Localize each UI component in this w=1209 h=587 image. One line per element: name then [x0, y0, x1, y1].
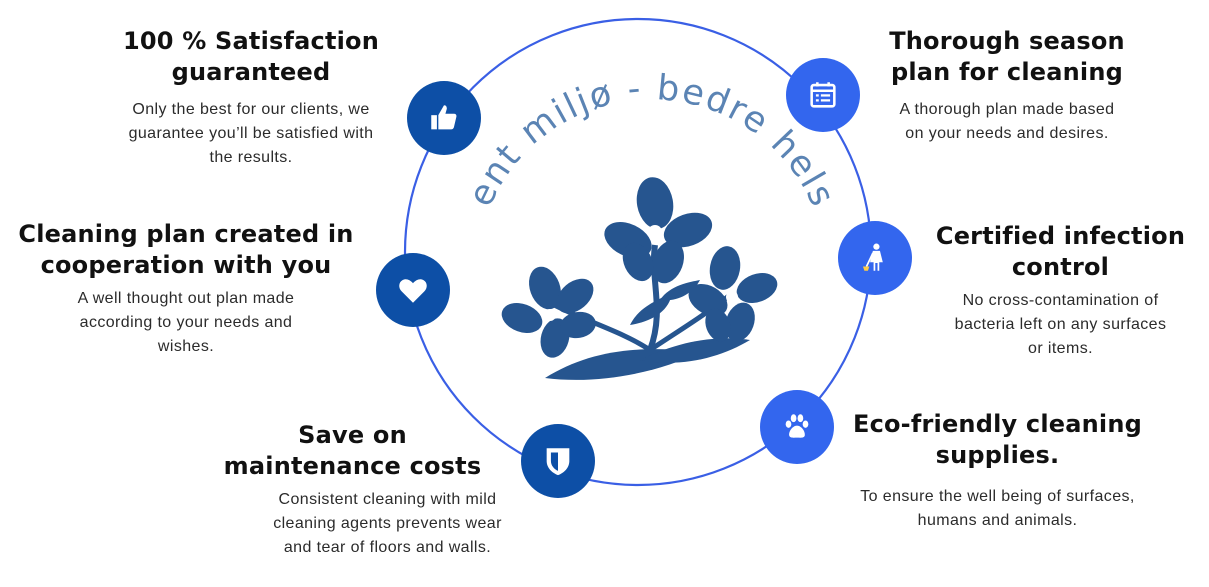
feature-maintenance: Save on maintenance costs Consistent cle…	[190, 420, 515, 560]
feature-description: Only the best for our clients, we guaran…	[128, 101, 374, 166]
feature-season-plan: Thorough season plan for cleaning A thor…	[862, 26, 1152, 146]
calendar-icon-badge	[786, 58, 860, 132]
thumbs-up-icon-badge	[407, 81, 481, 155]
cleaning-person-icon-badge	[838, 221, 912, 295]
feature-title: Thorough season plan for cleaning	[889, 27, 1125, 86]
feature-title: Certified infection control	[935, 222, 1186, 281]
calendar-icon	[810, 82, 836, 108]
feature-description: A well thought out plan made according t…	[77, 290, 295, 355]
feature-description: To ensure the well being of surfaces, hu…	[860, 488, 1135, 529]
feature-infection-control: Certified infection control No cross-con…	[918, 221, 1203, 361]
feature-cooperation: Cleaning plan created in cooperation wit…	[5, 219, 367, 359]
feature-eco-friendly: Eco-friendly cleaning supplies. To ensur…	[830, 409, 1165, 533]
feature-description: Consistent cleaning with mild cleaning a…	[273, 491, 502, 556]
heart-icon	[399, 279, 427, 303]
feature-description: No cross-contamination of bacteria left …	[954, 292, 1167, 357]
paw-icon	[785, 414, 809, 438]
feature-title: Save on maintenance costs	[223, 421, 482, 480]
flower-logo	[501, 177, 778, 380]
cleaning-person-icon	[862, 243, 883, 271]
shield-icon	[546, 448, 570, 476]
feature-description: A thorough plan made based on your needs…	[899, 101, 1115, 142]
feature-title: Eco-friendly cleaning supplies.	[852, 410, 1143, 469]
shield-icon-badge	[521, 424, 595, 498]
thumbs-up-icon	[431, 105, 457, 130]
feature-satisfaction: 100 % Satisfaction guaranteed Only the b…	[92, 26, 410, 170]
paw-icon-badge	[760, 390, 834, 464]
heart-icon-badge	[376, 253, 450, 327]
feature-title: Cleaning plan created in cooperation wit…	[18, 220, 354, 279]
feature-title: 100 % Satisfaction guaranteed	[122, 27, 380, 86]
